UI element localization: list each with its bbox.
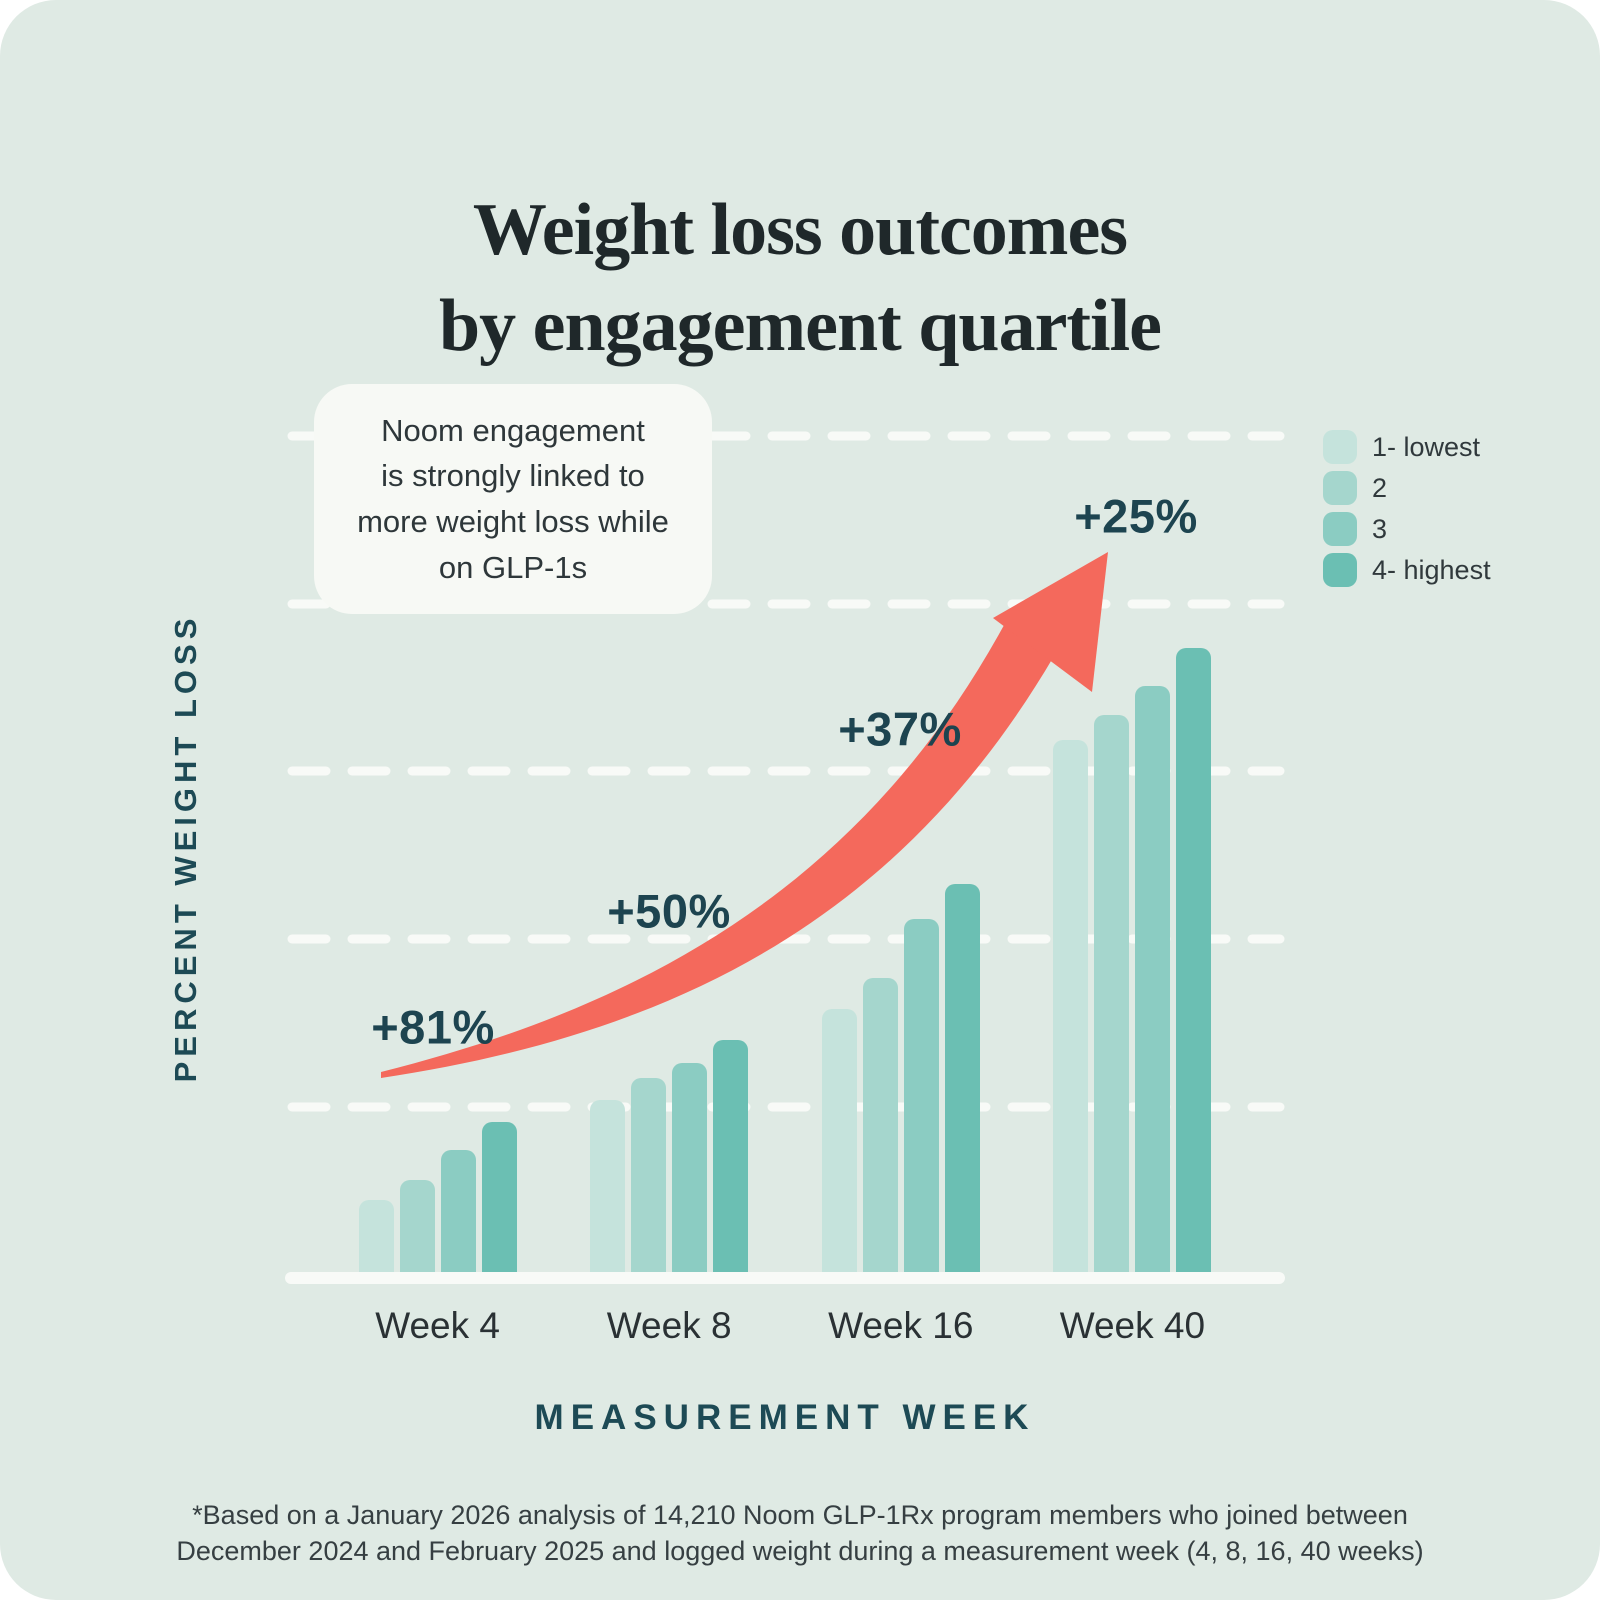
trend-arrow-shaft: [381, 614, 1054, 1078]
bar-week-16-q4: [944, 884, 980, 1274]
bar-week-40-q1: [1053, 740, 1089, 1274]
bar-week-16-q1: [821, 1009, 857, 1274]
bar-week-40-q3: [1135, 686, 1171, 1274]
x-tick-label-week-40: Week 40: [1059, 1305, 1206, 1346]
chart-title-line1: Weight loss outcomes: [472, 188, 1128, 271]
bar-week-8-q3: [672, 1063, 708, 1274]
legend-swatch-q4: [1323, 553, 1357, 587]
bar-week-4-q3: [440, 1150, 476, 1274]
x-axis-baseline: [285, 1272, 1285, 1284]
bar-week-4-q2: [399, 1180, 435, 1274]
callout-bubble: Noom engagement is strongly linked to mo…: [314, 384, 712, 614]
bars-row: [285, 0, 1285, 1274]
annotation-week4: +81%: [371, 1000, 495, 1054]
x-axis-label: MEASUREMENT WEEK: [534, 1398, 1036, 1437]
trend-arrow: [381, 552, 1108, 1078]
bar-week-40-q4: [1176, 648, 1212, 1274]
legend-item-q1: 1- lowest: [1323, 430, 1491, 464]
legend-swatch-q2: [1323, 471, 1357, 505]
annotation-week16: +37%: [838, 702, 962, 756]
trend-arrow-head: [993, 552, 1108, 692]
footnote: *Based on a January 2026 analysis of 14,…: [176, 1500, 1424, 1566]
y-axis-label: PERCENT WEIGHT LOSS: [168, 613, 203, 1083]
legend-label-q2: 2: [1372, 472, 1388, 503]
legend-label-q4: 4- highest: [1372, 554, 1491, 585]
x-tick-label-week-4: Week 4: [375, 1305, 500, 1346]
x-tick-label-week-16: Week 16: [828, 1305, 974, 1346]
bar-week-16-q2: [862, 978, 898, 1274]
bar-week-16-q3: [903, 919, 939, 1274]
bar-week-8-q4: [713, 1040, 749, 1274]
chart-title: Weight loss outcomes by engagement quart…: [0, 182, 1600, 374]
legend-label-q3: 3: [1372, 513, 1388, 544]
bar-group-week-8: [590, 1040, 749, 1274]
bar-week-40-q2: [1094, 715, 1130, 1274]
x-tick-label-week-8: Week 8: [606, 1305, 732, 1346]
bar-week-8-q2: [631, 1078, 667, 1274]
bar-group-week-4: [358, 1122, 517, 1274]
legend-swatch-q3: [1323, 512, 1357, 546]
legend-swatch-q1: [1323, 430, 1357, 464]
annotation-week40: +25%: [1074, 489, 1198, 543]
legend-item-q3: 3: [1323, 512, 1491, 546]
bar-week-8-q1: [590, 1100, 626, 1274]
bar-group-week-40: [1053, 648, 1212, 1274]
bar-week-4-q1: [358, 1200, 394, 1274]
bar-week-4-q4: [481, 1122, 517, 1274]
legend-label-q1: 1- lowest: [1372, 431, 1481, 462]
legend: 1- lowest 2 3 4- highest: [1323, 430, 1491, 587]
week-labels: Week 4 Week 8 Week 16 Week 40: [285, 1305, 1285, 1347]
chart-title-line2: by engagement quartile: [438, 284, 1162, 367]
legend-item-q2: 2: [1323, 471, 1491, 505]
annotation-week8: +50%: [607, 884, 731, 938]
legend-item-q4: 4- highest: [1323, 553, 1491, 587]
bar-group-week-16: [821, 884, 980, 1274]
